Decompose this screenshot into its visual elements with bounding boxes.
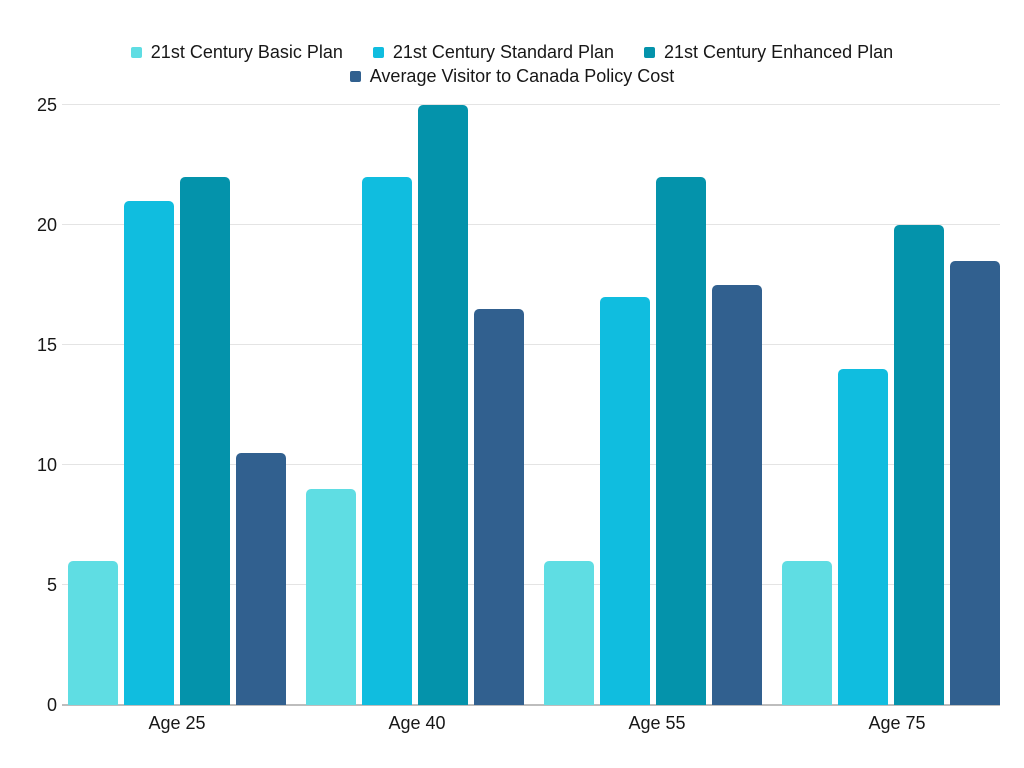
gridline	[62, 344, 1000, 345]
bar-group-age-75	[782, 105, 1000, 705]
gridline	[62, 104, 1000, 105]
bar-group-age-55	[544, 105, 762, 705]
legend-label: 21st Century Standard Plan	[392, 42, 615, 62]
x-tick-label: Age 25	[148, 713, 206, 733]
bar-age-25-enhanced-plan	[180, 177, 230, 705]
gridline	[62, 584, 1000, 585]
legend-label: 21st Century Enhanced Plan	[664, 42, 894, 62]
bar-age-40-standard-plan	[362, 177, 412, 705]
bar-age-40-enhanced-plan	[418, 105, 468, 705]
bar-age-25-average-visitor-policy	[236, 453, 286, 705]
bar-age-40-average-visitor-policy	[474, 309, 524, 705]
y-tick-label: 5	[46, 575, 57, 595]
x-axis: Age 25 Age 40 Age 55 Age 75	[62, 713, 1006, 734]
legend-label: Average Visitor to Canada Policy Cost	[369, 66, 675, 86]
bar-age-55-standard-plan	[600, 297, 650, 705]
bar-age-40-basic-plan	[306, 489, 356, 705]
y-axis: 0 5 10 15 20 25	[0, 96, 57, 714]
bar-age-25-standard-plan	[124, 201, 174, 705]
gridline	[62, 464, 1000, 465]
bar-age-75-average-visitor-policy	[950, 261, 1000, 705]
legend-swatch-icon	[349, 70, 361, 82]
bar-age-75-basic-plan	[782, 561, 832, 705]
y-tick-label: 25	[36, 95, 57, 115]
legend-row: 21st Century Basic Plan 21st Century Stan…	[130, 41, 893, 63]
x-axis-line	[62, 704, 1000, 706]
x-tick-label: Age 75	[868, 713, 926, 733]
plot-area	[62, 104, 1000, 706]
legend-swatch-icon	[644, 46, 656, 58]
y-tick-label: 15	[36, 335, 57, 355]
legend-swatch-icon	[372, 46, 384, 58]
legend-label: 21st Century Basic Plan	[150, 42, 343, 62]
y-tick-label: 0	[46, 695, 57, 715]
y-tick-label: 20	[36, 215, 57, 235]
gridline	[62, 224, 1000, 225]
bar-group-age-40	[306, 105, 524, 705]
legend-swatch-icon	[130, 46, 142, 58]
legend-item-average-visitor-policy: Average Visitor to Canada Policy Cost	[349, 65, 675, 87]
legend-item-standard-plan: 21st Century Standard Plan	[372, 41, 615, 63]
bar-age-75-enhanced-plan	[894, 225, 944, 705]
y-tick-label: 10	[36, 455, 57, 475]
bar-age-75-standard-plan	[838, 369, 888, 705]
bar-groups	[62, 105, 1000, 705]
x-tick-label: Age 40	[388, 713, 446, 733]
bar-age-25-basic-plan	[68, 561, 118, 705]
bar-age-55-basic-plan	[544, 561, 594, 705]
legend-item-basic-plan: 21st Century Basic Plan	[130, 41, 343, 63]
bar-age-55-average-visitor-policy	[712, 285, 762, 705]
legend-item-enhanced-plan: 21st Century Enhanced Plan	[644, 41, 893, 63]
bar-group-age-25	[68, 105, 286, 705]
x-tick-label: Age 55	[628, 713, 686, 733]
chart-legend: 21st Century Basic Plan 21st Century Stan…	[0, 41, 1024, 87]
legend-row: Average Visitor to Canada Policy Cost	[349, 65, 675, 87]
bar-age-55-enhanced-plan	[656, 177, 706, 705]
